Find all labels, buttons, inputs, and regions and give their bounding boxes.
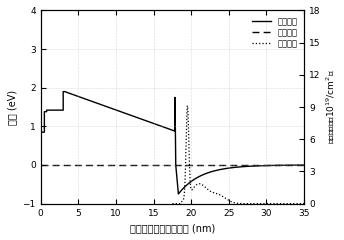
导带能量 bbox=[176, 192, 181, 195]
Y-axis label: 能量 (eV): 能量 (eV) bbox=[7, 90, 17, 125]
电子分布 bbox=[214, 192, 218, 195]
导带能量 bbox=[302, 164, 306, 167]
电子分布 bbox=[302, 202, 306, 205]
Legend: 导带能量, 费米能级, 电子分布: 导带能量, 费米能级, 电子分布 bbox=[250, 15, 300, 51]
电子分布 bbox=[266, 202, 270, 205]
导带能量 bbox=[61, 90, 65, 93]
导带能量 bbox=[185, 183, 189, 186]
导带能量 bbox=[237, 166, 241, 168]
Y-axis label: 电子体密度（$10^{19}$/cm$^2$）: 电子体密度（$10^{19}$/cm$^2$） bbox=[325, 70, 337, 144]
X-axis label: 材料内部到表面的距离 (nm): 材料内部到表面的距离 (nm) bbox=[130, 223, 215, 233]
导带能量 bbox=[39, 131, 43, 134]
导带能量 bbox=[194, 177, 198, 180]
电子分布 bbox=[170, 202, 174, 205]
电子分布 bbox=[266, 202, 270, 205]
电子分布 bbox=[185, 104, 190, 107]
电子分布 bbox=[254, 202, 258, 205]
Line: 导带能量: 导带能量 bbox=[41, 92, 304, 194]
导带能量 bbox=[300, 164, 304, 167]
Line: 电子分布: 电子分布 bbox=[172, 106, 304, 204]
导带能量 bbox=[258, 164, 262, 167]
电子分布 bbox=[186, 130, 191, 132]
导带能量 bbox=[273, 164, 277, 167]
电子分布 bbox=[223, 197, 227, 199]
